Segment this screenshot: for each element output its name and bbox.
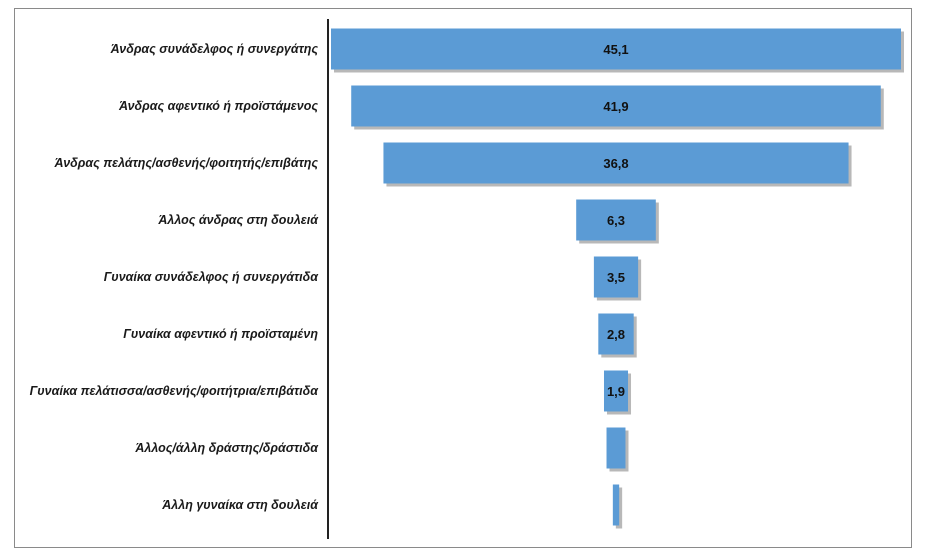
bar — [351, 85, 881, 127]
bar — [606, 427, 626, 469]
category-label: Άλλη γυναίκα στη δουλειά — [161, 498, 319, 512]
category-label: Άλλος άνδρας στη δουλειά — [157, 213, 319, 227]
data-label: 45,1 — [603, 42, 628, 57]
bar — [576, 199, 656, 241]
data-label: 3,5 — [607, 270, 625, 285]
bar — [612, 484, 620, 526]
category-labels: Άνδρας συνάδελφος ή συνεργάτης Άνδρας αφε… — [30, 42, 320, 512]
bars — [331, 28, 904, 529]
data-label: 36,8 — [603, 156, 628, 171]
bar — [383, 142, 849, 184]
category-label: Άνδρας αφεντικό ή προϊστάμενος — [118, 99, 318, 113]
data-labels: 45,1 41,9 36,8 6,3 3,5 2,8 1,9 — [603, 42, 628, 399]
bar — [598, 313, 634, 355]
data-label: 41,9 — [603, 99, 628, 114]
data-label: 2,8 — [607, 327, 625, 342]
category-label: Γυναίκα αφεντικό ή προϊσταμένη — [123, 327, 318, 341]
bar — [603, 370, 629, 412]
data-label: 1,9 — [607, 384, 625, 399]
category-label: Γυναίκα συνάδελφος ή συνεργάτιδα — [104, 270, 320, 284]
category-label: Γυναίκα πελάτισσα/ασθενής/φοιτήτρια/επιβ… — [30, 384, 320, 398]
funnel-bar-chart: Άνδρας συνάδελφος ή συνεργάτης Άνδρας αφε… — [30, 19, 904, 539]
category-label: Άνδρας πελάτης/ασθενής/φοιτητής/επιβάτης — [54, 156, 319, 170]
bar — [593, 256, 639, 298]
chart-frame: Άνδρας συνάδελφος ή συνεργάτης Άνδρας αφε… — [14, 8, 912, 548]
category-label: Άλλος/άλλη δράστης/δράστιδα — [134, 441, 319, 455]
category-label: Άνδρας συνάδελφος ή συνεργάτης — [110, 42, 319, 56]
data-label: 6,3 — [607, 213, 625, 228]
bar — [331, 28, 901, 70]
